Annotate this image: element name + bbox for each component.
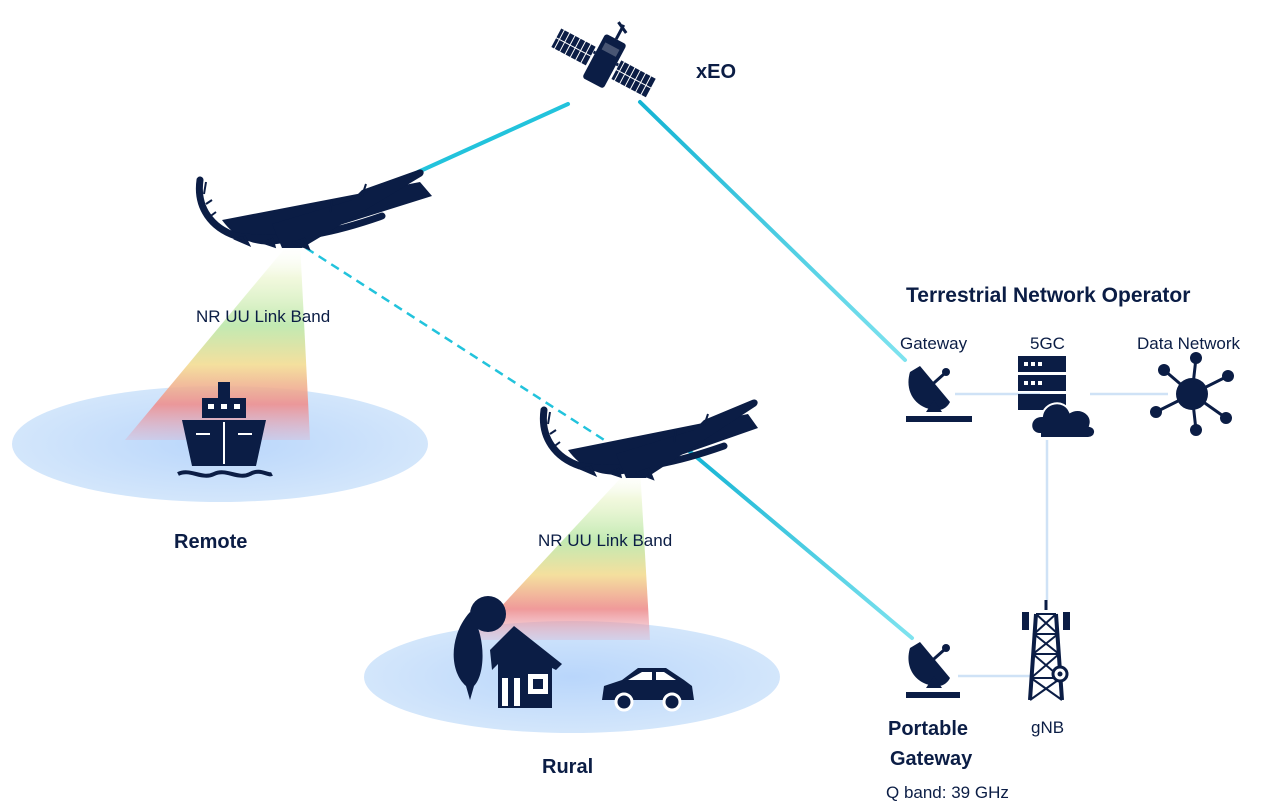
gateway-label: Gateway <box>900 334 968 353</box>
portable-gateway-label-line1: Portable <box>888 718 968 740</box>
gnb-label: gNB <box>1031 718 1064 737</box>
satellite-icon <box>550 21 658 99</box>
gateway-dish-icon <box>906 366 972 422</box>
core-label: 5GC <box>1030 334 1065 353</box>
house-icon <box>490 626 562 708</box>
gnb-cell-tower-icon <box>1022 600 1070 701</box>
remote-nr-uu-beam <box>125 242 310 440</box>
satellite-label: xEO <box>696 61 736 83</box>
core-server-cloud-icon <box>1018 356 1096 439</box>
frequency-label: Q band: 39 GHz <box>886 783 1009 802</box>
satellite-to-gateway-link <box>638 100 907 362</box>
portable-gateway-label-line2: Gateway <box>890 748 973 770</box>
remote-area-label: Remote <box>174 531 247 553</box>
tree-icon <box>453 596 506 700</box>
portable-gateway-dish-icon <box>906 642 960 698</box>
haps-inter-link <box>305 246 627 456</box>
rural-nr-uu-beam <box>470 468 650 640</box>
haps-to-satellite-link <box>416 102 570 174</box>
data-network-label: Data Network <box>1137 334 1240 353</box>
operator-title: Terrestrial Network Operator <box>906 284 1190 307</box>
rural-area-label: Rural <box>542 756 593 778</box>
haps-aircraft-lower <box>539 399 758 481</box>
car-icon <box>602 668 694 712</box>
remote-beam-label: NR UU Link Band <box>196 307 330 326</box>
haps-aircraft-upper <box>195 169 432 251</box>
data-network-hub-icon <box>1150 352 1234 436</box>
rural-beam-label: NR UU Link Band <box>538 531 672 550</box>
ship-icon <box>177 382 273 478</box>
haps-to-portable-gateway-link <box>686 448 914 640</box>
